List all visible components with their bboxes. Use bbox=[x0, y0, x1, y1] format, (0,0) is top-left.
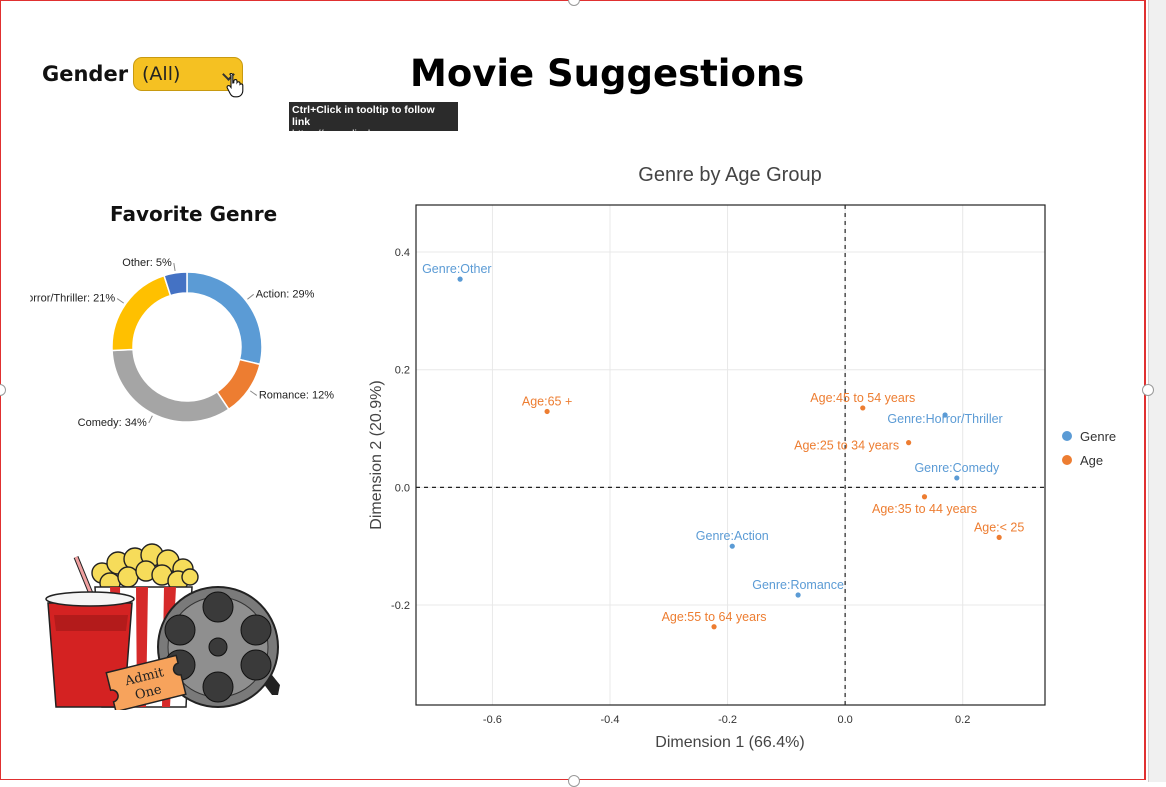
resize-handle-right[interactable] bbox=[1142, 384, 1154, 396]
point-label: Age:65 + bbox=[522, 394, 572, 408]
donut-leader-line bbox=[173, 262, 176, 272]
x-tick-label: -0.4 bbox=[601, 714, 620, 726]
donut-label: Romance: 12% bbox=[259, 389, 334, 401]
point-label: Genre:Horror/Thriller bbox=[887, 412, 1002, 426]
x-tick-label: -0.6 bbox=[483, 714, 502, 726]
y-tick-label: -0.2 bbox=[391, 600, 410, 612]
point-label: Age:< 25 bbox=[974, 520, 1024, 534]
donut-label: Other: 5% bbox=[122, 257, 172, 269]
point-label: Genre:Action bbox=[696, 529, 769, 543]
hand-pointer-icon bbox=[226, 72, 244, 98]
scatter-point-genre[interactable] bbox=[729, 543, 735, 549]
resize-handle-bottom[interactable] bbox=[568, 775, 580, 787]
admit-one-ticket-icon: Admit One bbox=[105, 654, 187, 710]
tooltip-line1: Ctrl+Click in tooltip to follow link bbox=[292, 104, 435, 128]
scatter-point-genre[interactable] bbox=[795, 592, 801, 598]
legend-marker[interactable] bbox=[1062, 431, 1072, 441]
donut-title: Favorite Genre bbox=[110, 202, 278, 226]
link-tooltip: Ctrl+Click in tooltip to follow link htt… bbox=[289, 102, 458, 140]
x-tick-label: 0.0 bbox=[837, 714, 852, 726]
scatter-point-genre[interactable] bbox=[954, 475, 960, 481]
y-tick-label: 0.4 bbox=[395, 247, 410, 259]
page-title: Movie Suggestions bbox=[410, 52, 805, 95]
x-tick-label: -0.2 bbox=[718, 714, 737, 726]
legend-label[interactable]: Age bbox=[1080, 453, 1103, 468]
point-label: Age:25 to 34 years bbox=[794, 439, 899, 453]
donut-leader-line bbox=[148, 415, 153, 424]
donut-slice-other[interactable] bbox=[163, 271, 188, 297]
scatter-title: Genre by Age Group bbox=[638, 164, 821, 186]
x-axis-label: Dimension 1 (66.4%) bbox=[655, 734, 804, 751]
donut-leader-line bbox=[247, 293, 255, 300]
point-label: Age:55 to 64 years bbox=[662, 610, 767, 624]
plot-area bbox=[416, 205, 1045, 705]
y-tick-label: 0.0 bbox=[395, 482, 410, 494]
favorite-genre-donut-chart: Action: 29% Romance: 12% Comedy: 34% Horror… bbox=[30, 257, 334, 429]
donut-slice-action[interactable] bbox=[186, 271, 263, 366]
tooltip-line2: https://www.displayr.com bbox=[292, 128, 407, 140]
point-label: Age:35 to 44 years bbox=[872, 502, 977, 516]
plot-border bbox=[415, 204, 1046, 706]
gender-filter-label: Gender bbox=[42, 62, 129, 86]
donut-slice-horror-thriller[interactable] bbox=[111, 274, 172, 352]
donut-label: Comedy: 34% bbox=[78, 417, 147, 429]
scatter-point-genre[interactable] bbox=[457, 276, 463, 282]
point-label: Genre:Other bbox=[422, 262, 491, 276]
scatter-point-age[interactable] bbox=[544, 408, 550, 415]
donut-leader-line bbox=[116, 298, 125, 304]
point-label: Age:45 to 54 years bbox=[810, 391, 915, 405]
donut-leader-line bbox=[249, 390, 258, 396]
soda-cup-icon bbox=[45, 556, 135, 708]
x-tick-label: 0.2 bbox=[955, 714, 970, 726]
scatter-point-genre[interactable] bbox=[942, 412, 948, 418]
ticket-line2: One bbox=[134, 682, 164, 703]
scatter-point-age[interactable] bbox=[921, 494, 928, 500]
genre-by-age-scatter-chart: Genre by Age Group Dimension 1 (66.4%) D… bbox=[368, 164, 1116, 751]
film-reel-icon bbox=[157, 586, 280, 708]
legend-label[interactable]: Genre bbox=[1080, 429, 1116, 444]
scatter-point-age[interactable] bbox=[996, 534, 1002, 540]
popcorn-film-reel-illustration: Admit One bbox=[45, 543, 280, 710]
y-axis-label: Dimension 2 (20.9%) bbox=[368, 380, 385, 529]
donut-label: Action: 29% bbox=[256, 288, 315, 300]
donut-slice-comedy[interactable] bbox=[111, 348, 230, 423]
y-tick-label: 0.2 bbox=[395, 365, 410, 377]
scatter-point-age[interactable] bbox=[711, 624, 717, 630]
scatter-point-age[interactable] bbox=[906, 440, 912, 446]
point-label: Genre:Romance bbox=[752, 578, 844, 592]
gender-dropdown[interactable]: (All) bbox=[133, 57, 243, 91]
legend-marker[interactable] bbox=[1062, 455, 1072, 465]
gender-dropdown-value: (All) bbox=[142, 63, 181, 85]
point-label: Genre:Comedy bbox=[914, 461, 1000, 475]
donut-label: Horror/Thriller: 21% bbox=[30, 293, 115, 305]
scatter-point-age[interactable] bbox=[860, 405, 866, 411]
